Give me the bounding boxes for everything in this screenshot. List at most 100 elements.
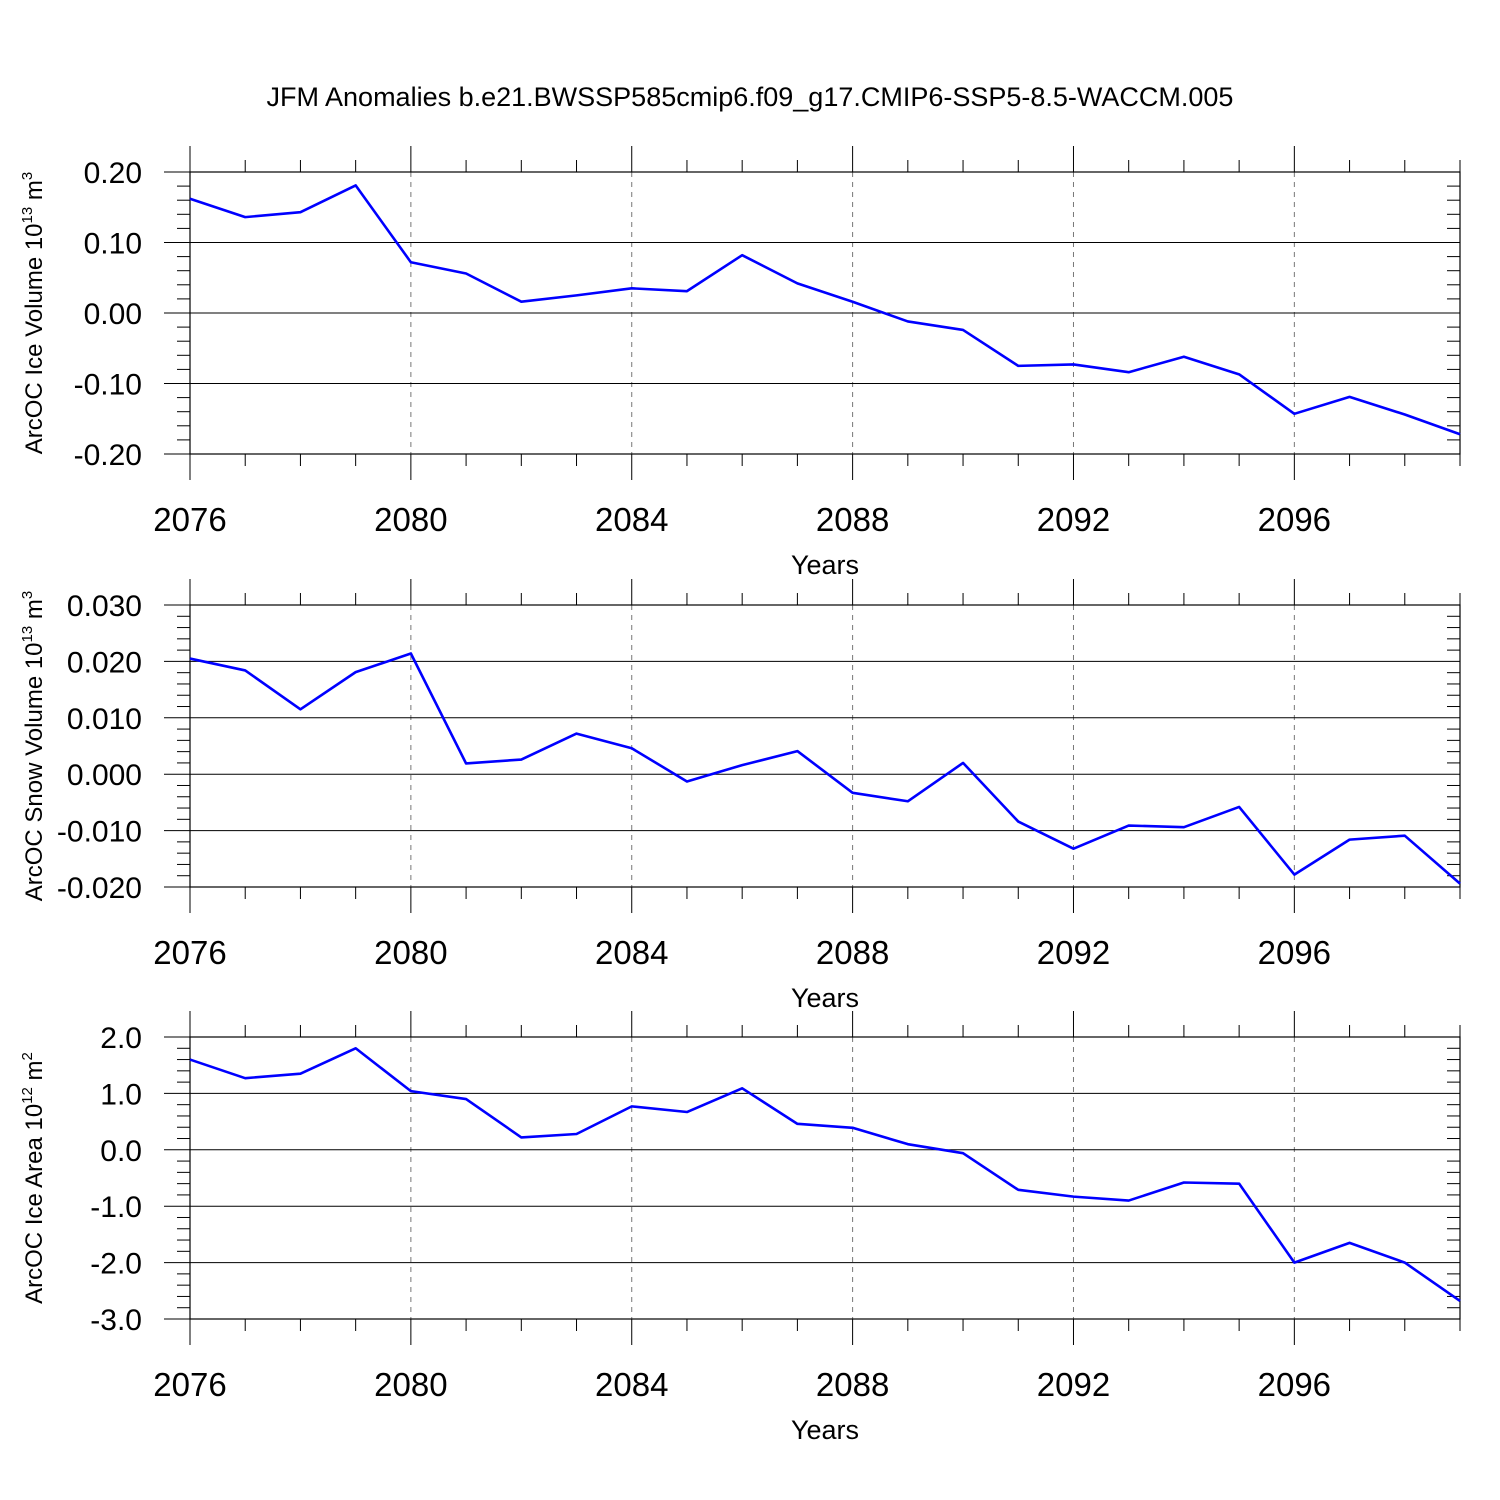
data-point <box>740 763 744 767</box>
y-tick-label: 0.20 <box>84 157 142 190</box>
data-point <box>1403 413 1407 417</box>
data-point <box>851 791 855 795</box>
data-point <box>1182 355 1186 359</box>
y-tick-label: 0.00 <box>84 298 142 331</box>
x-tick-label: 2084 <box>595 501 668 538</box>
data-point <box>243 668 247 672</box>
data-point <box>188 197 192 201</box>
data-point <box>961 328 965 332</box>
series-line <box>189 652 1461 885</box>
data-point <box>298 707 302 711</box>
y-tick-label: -0.020 <box>57 872 142 905</box>
x-tick-label: 2088 <box>816 934 889 971</box>
y-tick-label: -0.10 <box>74 369 142 402</box>
x-tick-label: 2076 <box>153 934 226 971</box>
data-point <box>575 732 579 736</box>
y-tick-label: 0.020 <box>67 646 142 679</box>
data-point <box>409 1089 413 1093</box>
data-point <box>1292 873 1296 877</box>
data-point <box>409 652 413 656</box>
data-point <box>519 1135 523 1139</box>
y-tick-label: 2.0 <box>100 1022 142 1055</box>
data-point <box>1071 362 1075 366</box>
data-point <box>1292 1261 1296 1265</box>
y-tick-label: -2.0 <box>90 1248 142 1281</box>
data-point <box>685 289 689 293</box>
data-point <box>464 1097 468 1101</box>
data-point <box>1403 1261 1407 1265</box>
y-tick-label: 0.000 <box>67 759 142 792</box>
data-point <box>1403 834 1407 838</box>
data-point <box>1237 1182 1241 1186</box>
data-point <box>188 1058 192 1062</box>
x-tick-label: 2076 <box>153 1366 226 1403</box>
y-tick-label: -0.010 <box>57 816 142 849</box>
data-point <box>795 1122 799 1126</box>
data-point <box>1292 412 1296 416</box>
x-tick-label: 2080 <box>374 501 447 538</box>
data-point <box>1016 364 1020 368</box>
y-tick-label: -1.0 <box>90 1191 142 1224</box>
data-point <box>298 210 302 214</box>
data-point <box>1127 824 1131 828</box>
data-point <box>575 1132 579 1136</box>
x-tick-label: 2092 <box>1037 1366 1110 1403</box>
x-tick-label: 2092 <box>1037 934 1110 971</box>
figure-title: JFM Anomalies b.e21.BWSSP585cmip6.f09_g1… <box>267 82 1234 112</box>
data-point <box>354 183 358 187</box>
x-axis-label: Years <box>791 983 859 1013</box>
series-line <box>189 184 1461 436</box>
data-point <box>575 293 579 297</box>
data-point <box>1016 820 1020 824</box>
data-point <box>354 1046 358 1050</box>
x-tick-label: 2088 <box>816 1366 889 1403</box>
x-tick-label: 2096 <box>1258 934 1331 971</box>
y-axis-label: ArcOC Snow Volume 1013 m3 <box>19 591 48 902</box>
x-tick-label: 2096 <box>1258 501 1331 538</box>
data-point <box>298 1072 302 1076</box>
y-tick-label: 0.010 <box>67 703 142 736</box>
data-point <box>906 1142 910 1146</box>
data-point <box>685 1110 689 1114</box>
data-point <box>1182 1181 1186 1185</box>
data-point <box>1458 1299 1462 1303</box>
data-point <box>1348 838 1352 842</box>
y-tick-label: -0.20 <box>74 439 142 472</box>
series-line <box>189 1046 1461 1303</box>
x-tick-label: 2084 <box>595 1366 668 1403</box>
data-point <box>740 253 744 257</box>
data-point <box>795 281 799 285</box>
data-point <box>961 1151 965 1155</box>
data-point <box>188 657 192 661</box>
data-point <box>740 1086 744 1090</box>
data-point <box>1237 805 1241 809</box>
data-point <box>630 286 634 290</box>
data-point <box>1348 395 1352 399</box>
panel-3: 2076 2080 2084 2088 2092 2096 2.0 1.0 0.0 -1.0 -2.… <box>19 1011 1462 1445</box>
data-point <box>354 670 358 674</box>
x-axis-label: Years <box>791 1415 859 1445</box>
data-point <box>851 300 855 304</box>
data-point <box>464 272 468 276</box>
panel-1: 2076 2080 2084 2088 2092 2096 0.20 0.10 0.00 -0.1… <box>19 146 1462 580</box>
data-point <box>630 746 634 750</box>
data-point <box>630 1104 634 1108</box>
data-point <box>906 319 910 323</box>
data-point <box>464 761 468 765</box>
x-tick-label: 2080 <box>374 1366 447 1403</box>
y-axis-label: ArcOC Ice Area 1012 m2 <box>19 1052 48 1304</box>
x-axis-label: Years <box>791 550 859 580</box>
x-tick-label: 2088 <box>816 501 889 538</box>
data-point <box>243 215 247 219</box>
data-point <box>1127 1199 1131 1203</box>
y-tick-label: 1.0 <box>100 1078 142 1111</box>
data-point <box>1182 825 1186 829</box>
y-tick-label: 0.030 <box>67 590 142 623</box>
x-tick-label: 2096 <box>1258 1366 1331 1403</box>
data-point <box>519 758 523 762</box>
y-axis-label: ArcOC Ice Volume 1013 m3 <box>19 172 48 454</box>
x-tick-label: 2080 <box>374 934 447 971</box>
data-point <box>1458 882 1462 886</box>
data-point <box>1458 432 1462 436</box>
